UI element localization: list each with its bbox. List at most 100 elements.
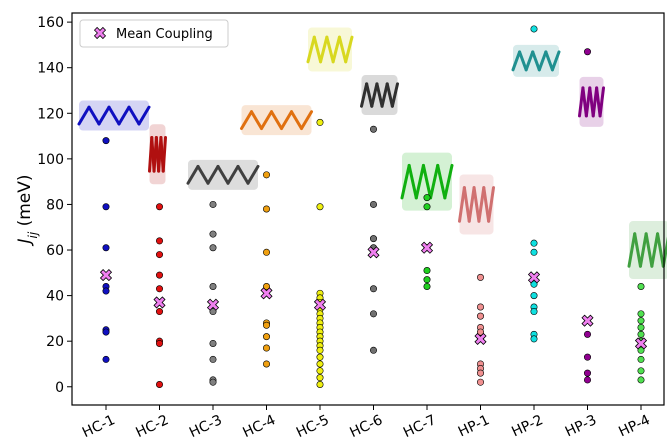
data-point bbox=[156, 271, 164, 279]
x-tick-label: HC-6 bbox=[347, 412, 385, 441]
y-axis-title: Jij (meV) bbox=[15, 174, 40, 246]
data-point bbox=[637, 346, 645, 354]
data-point bbox=[156, 285, 164, 293]
mean-marker bbox=[153, 296, 166, 309]
x-tick-label: HP-3 bbox=[563, 412, 599, 440]
data-point bbox=[316, 380, 324, 388]
data-point bbox=[423, 282, 431, 290]
x-tick-label: HC-4 bbox=[240, 412, 278, 441]
data-point bbox=[209, 200, 217, 208]
data-point bbox=[156, 339, 164, 347]
mean-marker bbox=[313, 298, 327, 311]
data-point bbox=[637, 330, 645, 338]
data-point bbox=[637, 310, 645, 318]
data-point bbox=[102, 287, 110, 295]
molecule-structure bbox=[400, 152, 454, 211]
data-point bbox=[369, 235, 377, 243]
data-point bbox=[316, 203, 324, 211]
mean-marker bbox=[634, 337, 648, 350]
mean-marker bbox=[527, 271, 541, 284]
y-tick-label: 80 bbox=[46, 197, 64, 213]
data-point bbox=[316, 374, 324, 382]
x-axis: HC-1 HC-2 HC-3 HC-4 HC-5 HC-6 HC-7 HP-1 HP-2 HP-3… bbox=[80, 405, 653, 441]
data-point bbox=[156, 237, 164, 245]
y-tick-label: 160 bbox=[37, 15, 64, 31]
data-point bbox=[316, 367, 324, 375]
y-tick-label: 20 bbox=[46, 334, 64, 350]
mean-marker bbox=[420, 241, 434, 254]
y-tick-label: 60 bbox=[46, 243, 64, 259]
data-point bbox=[209, 355, 217, 363]
data-point bbox=[583, 376, 591, 384]
data-point bbox=[637, 376, 645, 384]
data-point bbox=[369, 200, 377, 208]
data-point bbox=[423, 203, 431, 211]
data-point bbox=[316, 360, 324, 368]
molecule-structure bbox=[511, 44, 561, 77]
data-point bbox=[476, 312, 484, 320]
x-tick-label: HP-4 bbox=[616, 412, 652, 440]
data-point bbox=[637, 355, 645, 363]
data-point bbox=[530, 308, 538, 316]
y-tick-label: 100 bbox=[37, 152, 64, 168]
data-point bbox=[102, 137, 110, 145]
data-point bbox=[156, 251, 164, 259]
data-point bbox=[476, 303, 484, 311]
data-point bbox=[530, 25, 538, 33]
molecule-structure bbox=[77, 100, 151, 131]
data-point bbox=[530, 239, 538, 247]
mean-marker bbox=[367, 246, 380, 259]
data-point bbox=[156, 308, 164, 316]
data-point bbox=[583, 369, 591, 377]
y-tick-label: 40 bbox=[46, 289, 64, 305]
mean-marker bbox=[474, 332, 487, 345]
data-point bbox=[476, 378, 484, 386]
molecule-structure bbox=[306, 27, 354, 72]
data-point bbox=[423, 267, 431, 275]
data-point bbox=[530, 335, 538, 343]
data-point bbox=[637, 282, 645, 290]
x-tick-label: HC-3 bbox=[187, 412, 225, 441]
data-point bbox=[316, 353, 324, 361]
data-point bbox=[262, 205, 270, 213]
mean-marker bbox=[260, 287, 273, 300]
x-tick-label: HC-5 bbox=[294, 412, 332, 441]
data-point bbox=[262, 321, 270, 329]
data-point bbox=[262, 282, 270, 290]
data-point bbox=[262, 333, 270, 341]
y-axis: 0 20 40 60 80 100 120 140 160 bbox=[37, 15, 72, 396]
data-point bbox=[209, 378, 217, 386]
data-point bbox=[476, 273, 484, 281]
molecular-structure-renderings bbox=[77, 27, 667, 280]
data-point bbox=[102, 244, 110, 252]
data-point bbox=[262, 360, 270, 368]
data-point bbox=[262, 171, 270, 179]
x-tick-label: HC-2 bbox=[133, 412, 171, 441]
molecule-structure bbox=[458, 174, 495, 235]
data-point bbox=[209, 339, 217, 347]
data-point bbox=[369, 125, 377, 133]
data-point bbox=[209, 244, 217, 252]
legend-marker bbox=[93, 26, 107, 40]
molecule-structure bbox=[148, 124, 167, 185]
legend: Mean Coupling bbox=[79, 19, 229, 48]
data-point bbox=[637, 317, 645, 325]
data-point bbox=[530, 248, 538, 256]
data-points bbox=[102, 25, 645, 388]
x-tick-label: HP-1 bbox=[456, 412, 492, 440]
data-point bbox=[316, 346, 324, 354]
molecule-structure bbox=[186, 159, 260, 190]
data-point bbox=[209, 282, 217, 290]
molecule-structure bbox=[627, 221, 667, 280]
data-point bbox=[369, 310, 377, 318]
plot-frame bbox=[71, 12, 665, 406]
data-point bbox=[476, 369, 484, 377]
data-point bbox=[530, 292, 538, 300]
y-tick-label: 120 bbox=[37, 106, 64, 122]
data-point bbox=[423, 276, 431, 284]
data-point bbox=[316, 118, 324, 126]
mean-marker bbox=[206, 298, 220, 311]
data-point bbox=[156, 380, 164, 388]
data-point bbox=[583, 353, 591, 361]
